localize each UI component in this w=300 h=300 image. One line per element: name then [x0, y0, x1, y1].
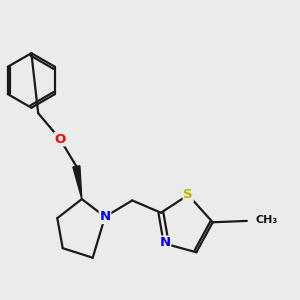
- Text: N: N: [159, 236, 171, 249]
- Text: N: N: [99, 210, 111, 223]
- Text: O: O: [54, 133, 66, 146]
- Text: CH₃: CH₃: [255, 214, 277, 224]
- Text: S: S: [183, 188, 193, 202]
- Polygon shape: [73, 166, 82, 199]
